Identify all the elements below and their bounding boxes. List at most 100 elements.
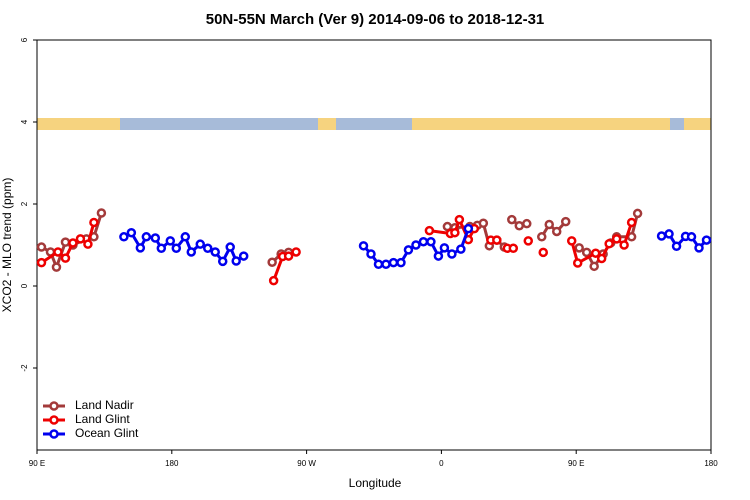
data-point (701, 235, 712, 245)
data-point (267, 257, 277, 267)
data-point (463, 223, 474, 234)
data-point (231, 256, 241, 266)
y-tick-label: 2 (20, 201, 29, 206)
data-point (574, 243, 584, 253)
chart-title: 50N-55N March (Ver 9) 2014-09-06 to 2018… (206, 11, 545, 28)
data-point (439, 243, 450, 253)
land-strip (318, 118, 336, 130)
data-point (165, 236, 176, 246)
data-point (450, 227, 460, 238)
data-point (589, 261, 599, 272)
data-point (478, 218, 489, 229)
data-point (671, 241, 682, 251)
x-tick-label: 180 (704, 459, 718, 468)
data-point (388, 257, 399, 268)
y-tick-label: 4 (20, 119, 29, 124)
data-point (83, 239, 93, 249)
data-point (36, 242, 47, 252)
data-point (619, 240, 629, 250)
data-point (268, 275, 279, 286)
data-point (433, 251, 444, 261)
data-point (411, 240, 421, 250)
series-line (540, 220, 567, 238)
data-point (424, 225, 435, 236)
x-tick-label: 90 E (29, 459, 45, 468)
data-point (195, 239, 206, 249)
data-point (566, 236, 577, 246)
data-point (358, 241, 369, 251)
data-point (656, 231, 667, 241)
x-tick-label: 180 (165, 459, 179, 468)
legend-label: Ocean Glint (75, 426, 139, 440)
data-point (141, 232, 152, 242)
data-point (373, 259, 384, 270)
data-point (581, 247, 592, 258)
data-point (560, 216, 571, 227)
data-point (596, 253, 607, 264)
legend-label: Land Glint (75, 412, 130, 426)
data-point (611, 234, 622, 244)
data-point (210, 247, 220, 257)
data-point (551, 226, 562, 237)
data-point (508, 243, 519, 254)
data-point (217, 256, 228, 267)
data-point (426, 236, 436, 247)
data-point (572, 258, 583, 268)
legend-marker (49, 415, 59, 425)
data-point (225, 242, 235, 252)
y-tick-label: -2 (20, 364, 29, 372)
land-strip (684, 118, 711, 130)
data-point (694, 243, 704, 253)
data-point (171, 243, 182, 254)
data-point (186, 247, 197, 257)
data-point (75, 234, 86, 244)
data-point (291, 247, 301, 257)
data-point (514, 220, 525, 231)
data-point (492, 235, 502, 245)
map-strip (37, 118, 711, 130)
data-point (126, 227, 137, 238)
data-point (202, 243, 213, 254)
y-tick-label: 0 (20, 283, 29, 288)
y-tick-label: 6 (20, 37, 29, 42)
data-point (119, 232, 129, 242)
data-point (89, 217, 99, 228)
plot-frame (36, 39, 712, 451)
data-point (96, 208, 107, 218)
data-point (156, 243, 167, 254)
x-tick-label: 0 (439, 459, 444, 468)
data-point (686, 232, 697, 242)
data-point (418, 236, 429, 247)
data-point (36, 257, 47, 268)
data-point (366, 249, 376, 259)
data-point (454, 214, 465, 225)
data-point (53, 247, 63, 257)
data-point (60, 237, 71, 247)
x-tick-label: 90 W (297, 459, 316, 468)
y-axis-label: XCO2 - MLO trend (ppm) (0, 178, 14, 313)
legend-marker (49, 429, 59, 439)
data-point (68, 238, 78, 248)
data-point (523, 236, 534, 246)
data-point (626, 217, 637, 228)
data-point (403, 245, 414, 255)
data-point (396, 257, 406, 268)
data-point (150, 233, 161, 243)
data-point (590, 248, 601, 258)
data-point (544, 219, 554, 230)
data-point (381, 259, 391, 270)
data-point (456, 244, 466, 254)
data-point (180, 232, 191, 242)
data-point (522, 218, 532, 229)
data-point (135, 243, 146, 253)
legend-marker (49, 401, 59, 411)
data-point (60, 253, 71, 263)
x-tick-label: 90 E (568, 459, 584, 468)
data-point (447, 249, 457, 259)
data-point (51, 262, 62, 272)
data-point (283, 251, 294, 261)
land-strip (412, 118, 670, 130)
data-point (507, 214, 517, 225)
